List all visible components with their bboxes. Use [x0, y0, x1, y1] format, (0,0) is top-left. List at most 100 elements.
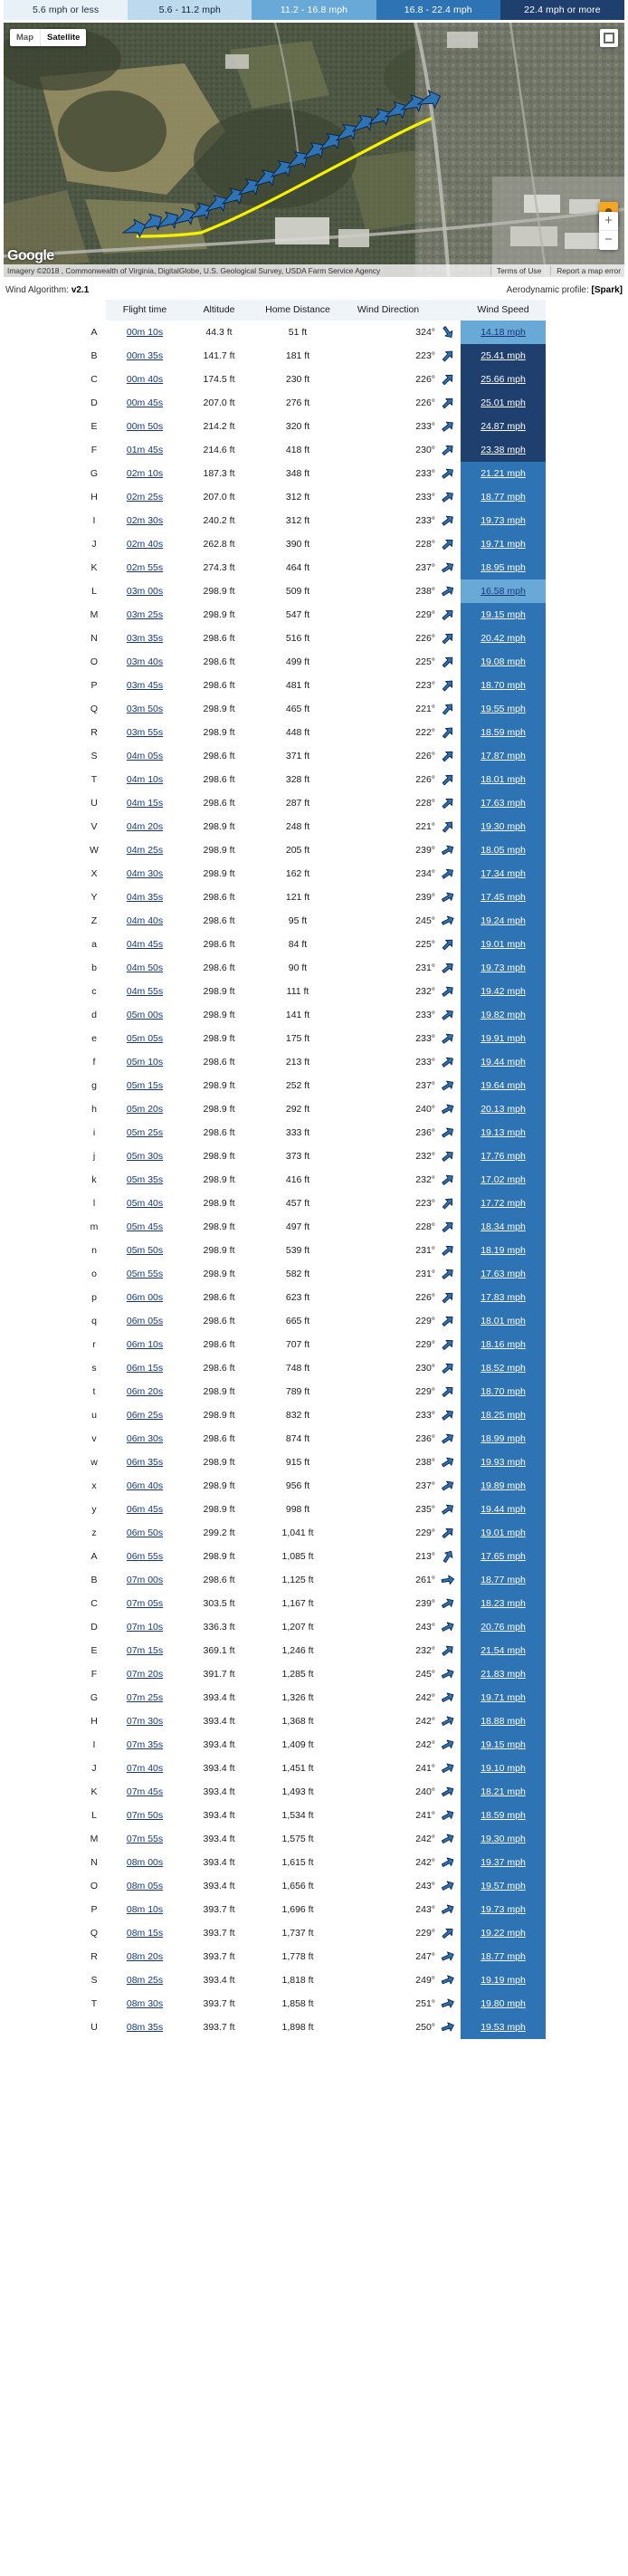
map-type-map[interactable]: Map: [16, 33, 33, 43]
flight-time-link[interactable]: 00m 35s: [126, 350, 164, 361]
wind-speed-link[interactable]: 18.77 mph: [481, 1951, 526, 1962]
flight-time-link[interactable]: 07m 30s: [126, 1716, 164, 1727]
cell-flight-time[interactable]: 06m 20s: [106, 1380, 184, 1403]
flight-time-link[interactable]: 08m 05s: [126, 1881, 164, 1891]
cell-flight-time[interactable]: 05m 55s: [106, 1262, 184, 1286]
wind-speed-link[interactable]: 19.01 mph: [481, 1527, 526, 1538]
flight-time-link[interactable]: 03m 50s: [126, 704, 164, 714]
flight-time-link[interactable]: 08m 10s: [126, 1904, 164, 1915]
cell-flight-time[interactable]: 05m 20s: [106, 1097, 184, 1121]
cell-flight-time[interactable]: 05m 45s: [106, 1215, 184, 1239]
cell-wind-speed[interactable]: 18.19 mph: [461, 1239, 546, 1262]
cell-wind-speed[interactable]: 18.88 mph: [461, 1709, 546, 1733]
cell-flight-time[interactable]: 08m 20s: [106, 1945, 184, 1968]
cell-flight-time[interactable]: 04m 55s: [106, 980, 184, 1003]
flight-time-link[interactable]: 07m 50s: [126, 1810, 164, 1821]
cell-flight-time[interactable]: 05m 00s: [106, 1003, 184, 1027]
cell-flight-time[interactable]: 08m 10s: [106, 1898, 184, 1921]
cell-flight-time[interactable]: 04m 15s: [106, 791, 184, 815]
cell-wind-speed[interactable]: 25.41 mph: [461, 344, 546, 368]
wind-speed-link[interactable]: 18.77 mph: [481, 1575, 526, 1585]
cell-flight-time[interactable]: 07m 00s: [106, 1568, 184, 1592]
flight-time-link[interactable]: 03m 35s: [126, 633, 164, 644]
cell-wind-speed[interactable]: 21.21 mph: [461, 462, 546, 485]
flight-time-link[interactable]: 05m 20s: [126, 1104, 164, 1115]
flight-time-link[interactable]: 04m 35s: [126, 892, 164, 903]
fullscreen-icon[interactable]: [600, 29, 618, 47]
cell-wind-speed[interactable]: 19.13 mph: [461, 1121, 546, 1144]
cell-wind-speed[interactable]: 19.73 mph: [461, 1898, 546, 1921]
cell-wind-speed[interactable]: 19.82 mph: [461, 1003, 546, 1027]
wind-speed-link[interactable]: 23.38 mph: [481, 445, 526, 455]
cell-wind-speed[interactable]: 18.70 mph: [461, 674, 546, 697]
flight-time-link[interactable]: 04m 50s: [126, 962, 164, 973]
flight-time-link[interactable]: 04m 25s: [126, 845, 164, 856]
cell-wind-speed[interactable]: 17.72 mph: [461, 1192, 546, 1215]
cell-flight-time[interactable]: 06m 35s: [106, 1451, 184, 1474]
cell-wind-speed[interactable]: 18.05 mph: [461, 838, 546, 862]
terms-of-use-link[interactable]: Terms of Use: [496, 266, 542, 275]
flight-time-link[interactable]: 07m 15s: [126, 1645, 164, 1656]
wind-speed-link[interactable]: 21.21 mph: [481, 468, 526, 479]
flight-time-link[interactable]: 03m 55s: [126, 727, 164, 738]
cell-flight-time[interactable]: 07m 10s: [106, 1615, 184, 1639]
cell-wind-speed[interactable]: 19.80 mph: [461, 1992, 546, 2016]
cell-wind-speed[interactable]: 18.23 mph: [461, 1592, 546, 1615]
cell-flight-time[interactable]: 04m 10s: [106, 768, 184, 791]
flight-time-link[interactable]: 07m 25s: [126, 1692, 164, 1703]
wind-speed-link[interactable]: 19.08 mph: [481, 656, 526, 667]
cell-flight-time[interactable]: 07m 35s: [106, 1733, 184, 1757]
flight-time-link[interactable]: 04m 30s: [126, 868, 164, 879]
cell-wind-speed[interactable]: 18.01 mph: [461, 768, 546, 791]
cell-wind-speed[interactable]: 19.37 mph: [461, 1851, 546, 1874]
cell-wind-speed[interactable]: 19.01 mph: [461, 933, 546, 956]
wind-speed-link[interactable]: 19.64 mph: [481, 1080, 526, 1091]
flight-time-link[interactable]: 00m 50s: [126, 421, 164, 432]
flight-time-link[interactable]: 06m 30s: [126, 1433, 164, 1444]
flight-time-link[interactable]: 08m 20s: [126, 1951, 164, 1962]
cell-flight-time[interactable]: 05m 35s: [106, 1168, 184, 1192]
wind-speed-link[interactable]: 19.30 mph: [481, 821, 526, 832]
flight-time-link[interactable]: 06m 55s: [126, 1551, 164, 1562]
wind-speed-link[interactable]: 17.83 mph: [481, 1292, 526, 1303]
cell-flight-time[interactable]: 07m 40s: [106, 1757, 184, 1780]
wind-speed-link[interactable]: 19.73 mph: [481, 962, 526, 973]
cell-flight-time[interactable]: 07m 25s: [106, 1686, 184, 1709]
cell-wind-speed[interactable]: 17.45 mph: [461, 886, 546, 909]
cell-flight-time[interactable]: 05m 50s: [106, 1239, 184, 1262]
flight-time-link[interactable]: 02m 40s: [126, 539, 164, 550]
cell-flight-time[interactable]: 05m 25s: [106, 1121, 184, 1144]
wind-speed-link[interactable]: 19.24 mph: [481, 915, 526, 926]
flight-time-link[interactable]: 04m 10s: [126, 774, 164, 785]
cell-wind-speed[interactable]: 14.18 mph: [461, 321, 546, 344]
flight-time-link[interactable]: 08m 25s: [126, 1975, 164, 1986]
wind-speed-link[interactable]: 19.44 mph: [481, 1057, 526, 1068]
cell-wind-speed[interactable]: 17.87 mph: [461, 744, 546, 768]
wind-speed-link[interactable]: 19.82 mph: [481, 1010, 526, 1020]
flight-time-link[interactable]: 06m 05s: [126, 1316, 164, 1326]
wind-speed-link[interactable]: 18.70 mph: [481, 680, 526, 691]
cell-wind-speed[interactable]: 19.15 mph: [461, 603, 546, 627]
map-zoom-controls[interactable]: + −: [599, 212, 618, 250]
flight-time-link[interactable]: 05m 15s: [126, 1080, 164, 1091]
flight-time-link[interactable]: 07m 10s: [126, 1622, 164, 1633]
flight-time-link[interactable]: 02m 30s: [126, 515, 164, 526]
wind-speed-link[interactable]: 25.01 mph: [481, 397, 526, 408]
cell-flight-time[interactable]: 02m 30s: [106, 509, 184, 532]
flight-time-link[interactable]: 05m 25s: [126, 1127, 164, 1138]
cell-flight-time[interactable]: 06m 45s: [106, 1498, 184, 1521]
cell-wind-speed[interactable]: 19.71 mph: [461, 1686, 546, 1709]
cell-wind-speed[interactable]: 18.34 mph: [461, 1215, 546, 1239]
cell-flight-time[interactable]: 01m 45s: [106, 438, 184, 462]
wind-speed-link[interactable]: 19.91 mph: [481, 1033, 526, 1044]
cell-flight-time[interactable]: 05m 10s: [106, 1050, 184, 1074]
flight-time-link[interactable]: 08m 15s: [126, 1928, 164, 1939]
cell-wind-speed[interactable]: 19.55 mph: [461, 697, 546, 721]
cell-wind-speed[interactable]: 25.01 mph: [461, 391, 546, 415]
wind-speed-link[interactable]: 17.72 mph: [481, 1198, 526, 1209]
cell-wind-speed[interactable]: 18.95 mph: [461, 556, 546, 579]
flight-time-link[interactable]: 01m 45s: [126, 445, 164, 455]
cell-wind-speed[interactable]: 19.44 mph: [461, 1498, 546, 1521]
cell-flight-time[interactable]: 07m 05s: [106, 1592, 184, 1615]
wind-speed-link[interactable]: 19.10 mph: [481, 1763, 526, 1774]
